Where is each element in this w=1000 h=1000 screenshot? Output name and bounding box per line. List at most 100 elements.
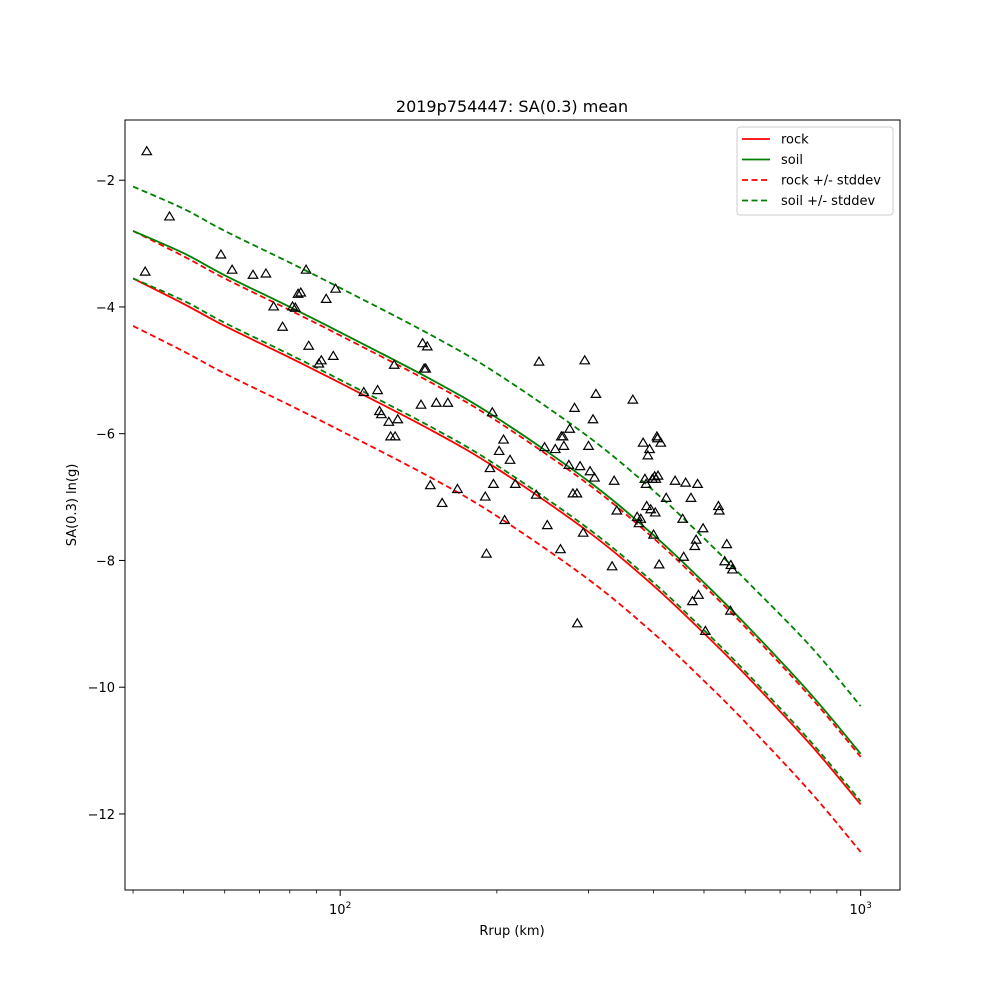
observation-point-7: [267, 300, 280, 311]
observation-point-81: [640, 478, 652, 488]
observation-point-110: [713, 504, 726, 515]
observation-point-29: [415, 399, 427, 409]
legend-label: soil: [781, 153, 803, 168]
y-tick-label: −2: [96, 174, 115, 189]
legend: rock soil rock +/- stddev soil +/- stddev: [736, 126, 894, 216]
observation-point-64: [574, 460, 586, 471]
series-line-rock-0: [132, 277, 862, 806]
observation-point-61: [568, 402, 581, 412]
observations-group: [139, 145, 739, 636]
observation-point-52: [541, 519, 554, 530]
legend-box: [736, 126, 894, 216]
series-line-rock-stddev-2: [132, 325, 862, 853]
observation-point-59: [563, 423, 576, 433]
observation-point-33: [421, 340, 434, 351]
x-axis-label: Rrup (km): [479, 924, 544, 939]
plot-background: [125, 120, 900, 890]
observation-point-19: [329, 283, 342, 293]
observation-point-24: [383, 416, 395, 426]
y-axis-label: SA(0.3) ln(g): [65, 464, 80, 547]
observation-point-23: [375, 408, 388, 419]
observation-point-109: [712, 500, 725, 511]
y-axis: −2 −4 −6 −8 −10 −12: [88, 174, 125, 823]
observation-point-79: [637, 437, 649, 447]
observation-point-40: [480, 547, 493, 558]
observation-point-4: [226, 264, 238, 274]
observation-point-53: [549, 443, 562, 454]
series-line-soil-stddev-5: [132, 277, 862, 802]
legend-label: rock: [781, 133, 809, 148]
observation-point-45: [497, 433, 510, 444]
observation-point-28: [391, 413, 404, 424]
observation-point-18: [327, 350, 340, 360]
y-tick-label: −4: [96, 301, 115, 316]
plot-frame: [124, 119, 901, 891]
observation-point-48: [509, 478, 522, 488]
observation-point-34: [424, 479, 437, 490]
chart-title: 2019p754447: SA(0.3) mean: [396, 97, 628, 116]
observation-point-70: [588, 471, 601, 482]
observation-point-72: [606, 560, 618, 571]
observation-point-97: [669, 475, 681, 485]
observation-point-96: [660, 492, 672, 502]
observation-point-112: [720, 538, 733, 549]
observation-point-93: [652, 469, 664, 480]
y-tick-label: −6: [96, 428, 115, 443]
observation-point-84: [643, 443, 656, 454]
observation-point-56: [557, 430, 569, 441]
observation-point-68: [584, 465, 596, 476]
observation-point-104: [690, 533, 702, 544]
y-tick-label: −10: [88, 681, 115, 696]
observation-point-17: [320, 293, 332, 303]
observation-point-92: [651, 432, 664, 443]
observation-point-3: [215, 248, 227, 259]
observation-point-102: [686, 595, 699, 606]
observation-point-74: [611, 504, 623, 515]
observation-point-6: [260, 267, 272, 278]
observation-point-51: [538, 441, 551, 452]
y-tick-label: −8: [96, 554, 115, 569]
observation-point-78: [634, 513, 647, 523]
observation-point-99: [677, 551, 690, 561]
series-line-soil-3: [132, 230, 862, 755]
observation-point-9: [286, 300, 299, 311]
observation-point-50: [533, 355, 545, 366]
legend-label: soil +/- stddev: [781, 194, 876, 209]
observation-point-58: [563, 459, 575, 469]
observation-point-41: [484, 462, 496, 473]
observation-point-87: [647, 528, 660, 539]
observation-point-26: [388, 359, 401, 369]
observation-point-13: [300, 264, 312, 274]
observation-point-85: [644, 503, 657, 514]
observation-point-54: [554, 543, 567, 554]
observation-point-82: [640, 500, 653, 511]
observation-point-38: [451, 483, 464, 494]
observation-point-1: [139, 265, 151, 276]
observation-point-10: [289, 302, 302, 312]
observation-point-20: [357, 386, 370, 397]
observation-point-113: [724, 604, 737, 615]
observation-point-36: [436, 497, 448, 508]
y-tick-label: −12: [88, 808, 115, 823]
observation-point-71: [590, 388, 602, 399]
observation-point-67: [582, 440, 595, 450]
legend-label: rock +/- stddev: [781, 174, 881, 189]
observation-point-73: [608, 475, 620, 485]
observation-point-0: [140, 145, 153, 156]
observation-point-107: [697, 522, 709, 533]
observation-point-11: [292, 288, 304, 298]
observation-point-98: [676, 513, 689, 523]
observation-point-83: [642, 449, 654, 460]
observation-point-69: [587, 413, 599, 424]
observation-point-46: [498, 514, 511, 525]
observation-point-94: [653, 558, 665, 569]
series-line-soil-stddev-4: [132, 185, 862, 707]
observation-point-105: [691, 478, 704, 488]
observation-point-65: [577, 527, 589, 537]
observation-point-63: [571, 617, 584, 628]
observation-point-14: [302, 340, 315, 350]
observation-point-5: [247, 269, 259, 279]
observation-point-89: [649, 506, 662, 517]
observation-point-62: [571, 487, 583, 498]
